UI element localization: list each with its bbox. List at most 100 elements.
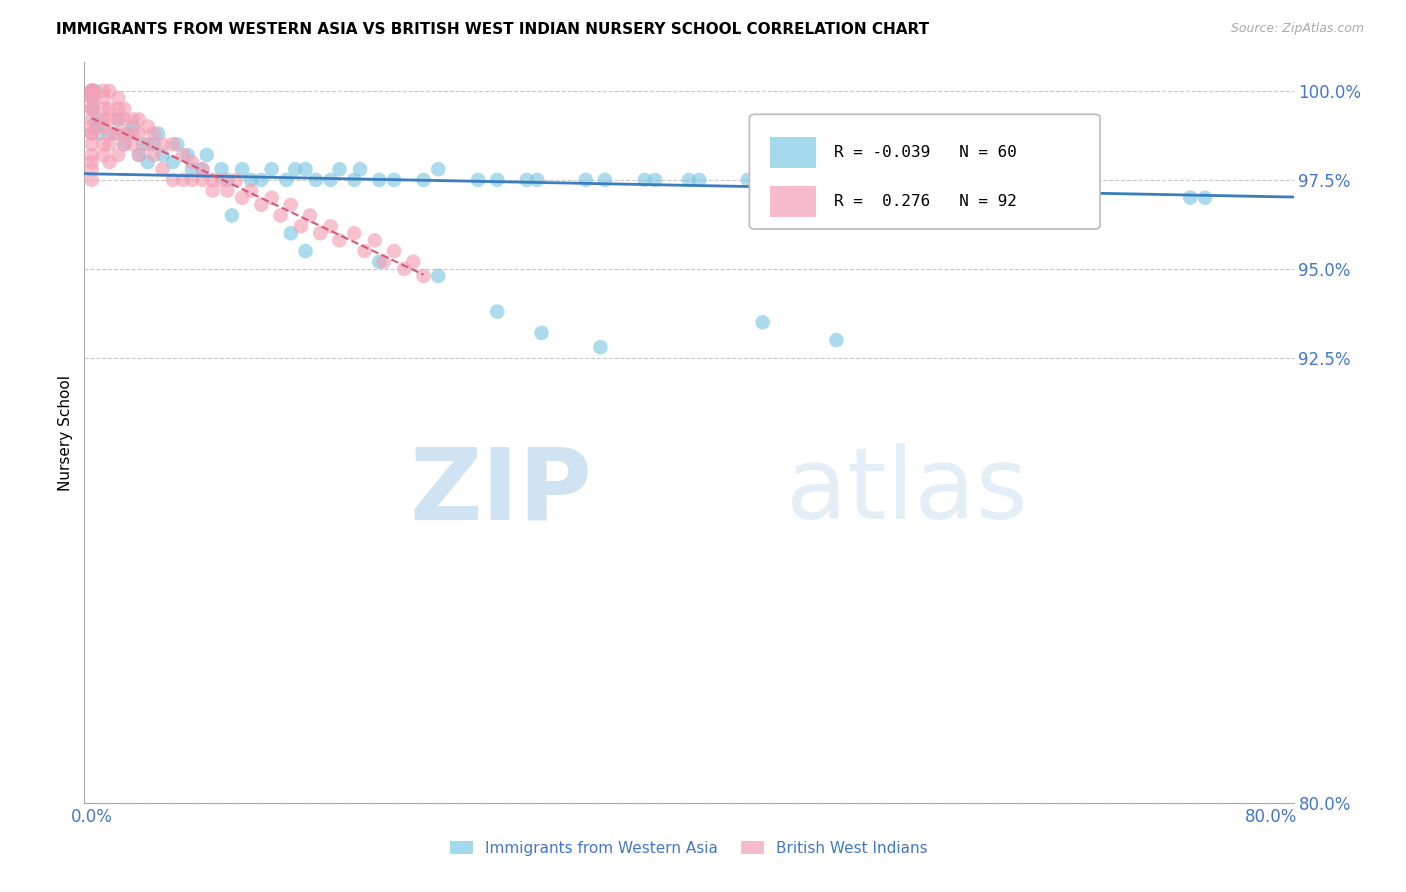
Point — [231, 191, 253, 205]
Point — [83, 84, 105, 98]
Point — [250, 198, 273, 212]
Point — [142, 137, 165, 152]
Text: ZIP: ZIP — [409, 443, 592, 541]
Point — [80, 102, 103, 116]
Point — [80, 84, 103, 98]
Point — [328, 162, 350, 177]
Point — [1002, 173, 1025, 187]
Point — [368, 173, 391, 187]
Point — [328, 234, 350, 248]
Point — [250, 173, 273, 187]
Point — [162, 155, 184, 169]
Point — [107, 127, 129, 141]
Point — [136, 137, 159, 152]
Point — [290, 219, 312, 234]
Point — [117, 127, 139, 141]
Point — [486, 304, 509, 318]
Point — [343, 173, 366, 187]
Point — [373, 254, 395, 268]
Point — [201, 184, 224, 198]
Point — [181, 173, 204, 187]
Point — [162, 173, 184, 187]
Point — [343, 227, 366, 241]
Point — [80, 112, 103, 127]
Point — [107, 102, 129, 116]
Point — [211, 173, 233, 187]
Point — [869, 173, 891, 187]
Point — [80, 91, 103, 105]
Point — [80, 127, 103, 141]
Point — [128, 148, 150, 162]
Point — [80, 120, 103, 134]
Point — [382, 173, 405, 187]
Point — [122, 127, 145, 141]
Point — [644, 173, 666, 187]
Point — [112, 112, 135, 127]
Point — [176, 148, 198, 162]
Point — [319, 173, 342, 187]
Point — [107, 112, 129, 127]
Point — [93, 120, 115, 134]
Point — [294, 162, 316, 177]
Point — [93, 84, 115, 98]
Point — [93, 112, 115, 127]
Point — [152, 162, 174, 177]
Point — [486, 173, 509, 187]
Point — [107, 148, 129, 162]
Text: R = -0.039   N = 60: R = -0.039 N = 60 — [834, 145, 1017, 160]
Point — [575, 173, 598, 187]
Point — [467, 173, 489, 187]
Point — [240, 184, 263, 198]
Point — [240, 173, 263, 187]
Point — [412, 268, 434, 283]
Point — [162, 137, 184, 152]
Bar — [770, 186, 815, 218]
Point — [191, 173, 214, 187]
Point — [152, 137, 174, 152]
Point — [353, 244, 375, 258]
Point — [319, 219, 342, 234]
Point — [146, 127, 169, 141]
Point — [364, 234, 387, 248]
Point — [280, 227, 302, 241]
Point — [298, 209, 321, 223]
Point — [231, 162, 253, 177]
Point — [181, 155, 204, 169]
Point — [589, 340, 612, 354]
Point — [294, 244, 316, 258]
Point — [98, 112, 121, 127]
Point — [889, 173, 911, 187]
Point — [84, 112, 107, 127]
Point — [98, 127, 121, 141]
Point — [80, 137, 103, 152]
Point — [382, 244, 405, 258]
Point — [526, 173, 548, 187]
Text: Source: ZipAtlas.com: Source: ZipAtlas.com — [1230, 22, 1364, 36]
Point — [82, 91, 104, 105]
Point — [80, 148, 103, 162]
Point — [201, 173, 224, 187]
Point — [394, 261, 416, 276]
Point — [80, 84, 103, 98]
Point — [107, 112, 129, 127]
Point — [530, 326, 553, 340]
Point — [98, 84, 121, 98]
Point — [166, 137, 188, 152]
Point — [107, 91, 129, 105]
Point — [136, 155, 159, 169]
Point — [284, 162, 307, 177]
Point — [122, 112, 145, 127]
Point — [80, 173, 103, 187]
Point — [593, 173, 616, 187]
Point — [211, 162, 233, 177]
Point — [86, 120, 108, 134]
Point — [112, 137, 135, 152]
Point — [181, 162, 204, 177]
Text: R =  0.276   N = 92: R = 0.276 N = 92 — [834, 194, 1017, 210]
Point — [806, 173, 828, 187]
Point — [98, 137, 121, 152]
Point — [217, 184, 239, 198]
Point — [987, 173, 1010, 187]
Point — [191, 162, 214, 177]
Point — [80, 155, 103, 169]
